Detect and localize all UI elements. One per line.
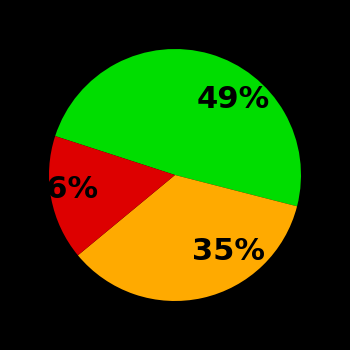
Wedge shape [49,136,175,255]
Wedge shape [55,49,301,206]
Text: 35%: 35% [192,237,265,266]
Wedge shape [78,175,297,301]
Text: 16%: 16% [25,175,98,204]
Text: 49%: 49% [197,85,270,114]
